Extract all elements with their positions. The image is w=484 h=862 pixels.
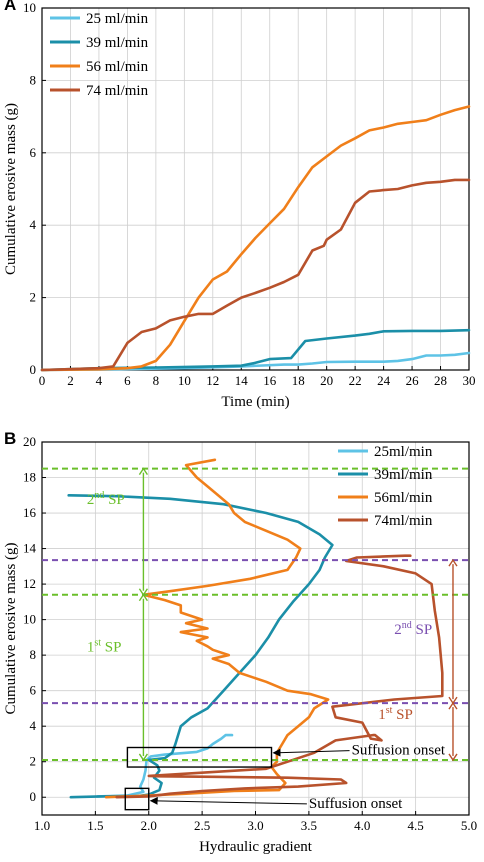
period-arrow-head — [138, 753, 148, 762]
y-tick-label: 0 — [30, 362, 37, 377]
x-tick-label: 16 — [263, 373, 277, 388]
x-tick-label: 26 — [406, 373, 420, 388]
legend-entry-2: 56 ml/min — [86, 59, 149, 75]
y-tick-label: 10 — [23, 612, 36, 627]
y-axis-label: Cumulative erosive mass (g) — [3, 103, 19, 275]
y-tick-label: 20 — [23, 434, 36, 449]
legend-entry-2: 56ml/min — [374, 490, 433, 506]
legend-entry-1: 39 ml/min — [86, 35, 149, 51]
x-axis-label: Hydraulic gradient — [199, 839, 313, 855]
y-tick-label: 2 — [30, 290, 37, 305]
legend-entry-3: 74 ml/min — [86, 83, 149, 99]
period-label: 1st SP — [378, 705, 413, 723]
y-tick-label: 6 — [30, 683, 37, 698]
y-tick-label: 16 — [23, 505, 37, 520]
series-line-2 — [104, 458, 330, 799]
panel-label: B — [4, 429, 16, 448]
period-label-text: SP — [412, 622, 432, 638]
x-tick-label: 28 — [434, 373, 447, 388]
highlight-box — [124, 787, 150, 811]
y-tick-label: 10 — [23, 0, 36, 15]
period-label-number: 2 — [87, 492, 95, 508]
period-label-number: 1 — [378, 707, 386, 723]
chart-b: 1.0 1.5 2.0 2.5 3.0 3.5 4.0 4.5 5.00246810121416… — [3, 429, 477, 855]
series-line-3 — [115, 554, 444, 799]
x-tick-label: 4.5 — [408, 818, 424, 833]
legend-entry-3: 74ml/min — [374, 513, 433, 529]
annotation-text: Suffusion onset — [352, 743, 446, 759]
y-tick-label: 8 — [30, 72, 37, 87]
period-label-suffix: st — [386, 705, 393, 716]
highlight-box — [126, 746, 273, 768]
period-label-text: SP — [392, 707, 412, 723]
period-label: 2nd SP — [394, 620, 432, 638]
period-label: 1st SP — [87, 638, 122, 656]
x-tick-label: 4 — [96, 373, 103, 388]
period-label-suffix: st — [94, 638, 101, 649]
x-tick-label: 18 — [292, 373, 305, 388]
x-tick-label: 2.0 — [141, 818, 157, 833]
series-line-0 — [96, 733, 234, 798]
x-tick-label: 6 — [124, 373, 131, 388]
period-label-suffix: nd — [94, 490, 104, 501]
period-arrow-head — [448, 558, 458, 567]
y-tick-label: 6 — [30, 145, 37, 160]
period-label-suffix: nd — [402, 620, 412, 631]
series-line-1 — [67, 494, 334, 799]
period-label-number: 1 — [87, 640, 95, 656]
x-tick-label: 10 — [178, 373, 191, 388]
y-tick-label: 4 — [30, 217, 37, 232]
y-axis-label: Cumulative erosive mass (g) — [3, 542, 19, 714]
y-tick-label: 12 — [23, 576, 36, 591]
legend-entry-0: 25ml/min — [374, 444, 433, 460]
annotation-arrow — [149, 796, 307, 805]
y-tick-label: 14 — [23, 541, 37, 556]
series-line-1 — [40, 328, 471, 372]
y-tick-label: 18 — [23, 470, 36, 485]
plot-frame — [41, 7, 470, 371]
y-tick-label: 2 — [30, 754, 37, 769]
x-tick-label: 24 — [377, 373, 391, 388]
x-tick-label: 1.0 — [34, 818, 50, 833]
x-axis-label: Time (min) — [221, 394, 289, 410]
y-tick-label: 8 — [30, 647, 37, 662]
period-label-number: 2 — [394, 622, 402, 638]
annotation-text: Suffusion onset — [309, 796, 403, 812]
x-tick-label: 12 — [206, 373, 219, 388]
x-tick-label: 5.0 — [461, 818, 477, 833]
period-arrow-head — [448, 701, 458, 710]
x-tick-label: 22 — [349, 373, 362, 388]
series-line-2 — [40, 105, 471, 372]
y-tick-label: 4 — [30, 718, 37, 733]
x-tick-label: 1.5 — [87, 818, 103, 833]
period-arrow-head — [138, 467, 148, 476]
x-tick-label: 3.5 — [301, 818, 317, 833]
period-label-text: SP — [101, 640, 121, 656]
x-tick-label: 14 — [235, 373, 249, 388]
y-tick-label: 0 — [30, 789, 37, 804]
x-tick-label: 8 — [153, 373, 160, 388]
legend-entry-0: 25 ml/min — [86, 11, 149, 27]
annotation-arrow — [272, 748, 350, 757]
series-line-3 — [40, 178, 471, 372]
x-tick-label: 4.0 — [354, 818, 370, 833]
period-label-text: SP — [104, 492, 124, 508]
period-arrow-head — [138, 588, 148, 597]
panel-label: A — [4, 0, 16, 14]
x-tick-label: 2.5 — [194, 818, 210, 833]
period-arrow-head — [448, 753, 458, 762]
period-label: 2nd SP — [87, 490, 125, 508]
x-tick-label: 3.0 — [247, 818, 263, 833]
legend-entry-1: 39ml/min — [374, 467, 433, 483]
x-tick-label: 0 — [39, 373, 46, 388]
x-tick-label: 20 — [320, 373, 333, 388]
x-tick-label: 2 — [67, 373, 74, 388]
x-tick-label: 30 — [463, 373, 476, 388]
